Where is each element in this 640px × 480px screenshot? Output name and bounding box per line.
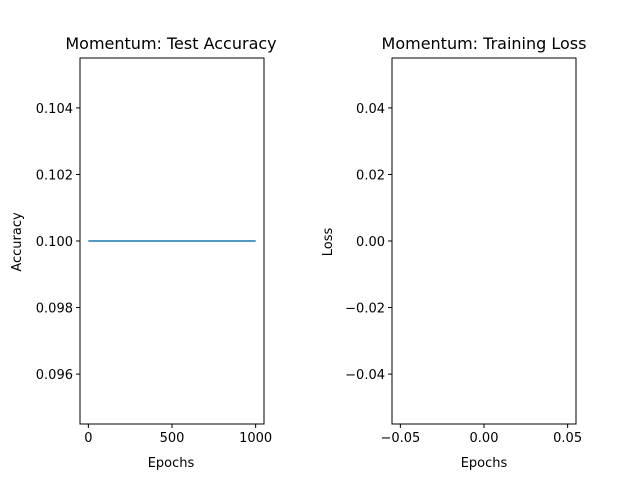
loss-y-tick-label: 0.00 <box>356 235 385 250</box>
loss-y-tick-label: 0.04 <box>356 102 385 117</box>
accuracy-y-tick-label: 0.096 <box>36 368 73 383</box>
accuracy-y-axis-label: Accuracy <box>10 212 25 272</box>
accuracy-y-tick-label: 0.102 <box>36 168 73 183</box>
loss-marks: −0.05 0.00 0.05 −0.04 −0.02 0.00 0.02 0.04 <box>345 102 582 446</box>
accuracy-x-axis-label: Epochs <box>148 456 195 471</box>
accuracy-y-tick-label: 0.104 <box>36 102 73 117</box>
accuracy-x-tick-label: 0 <box>84 431 92 446</box>
loss-y-tick-label: −0.02 <box>345 302 385 317</box>
loss-subplot: Momentum: Training Loss Epochs Loss −0.0… <box>321 34 586 471</box>
loss-chart-title: Momentum: Training Loss <box>382 34 587 53</box>
loss-x-tick-label: 0.00 <box>470 431 499 446</box>
accuracy-plot-frame <box>79 57 265 425</box>
loss-y-axis-label: Loss <box>321 228 336 257</box>
accuracy-marks: 0 500 1000 0.096 0.098 0.100 0.102 0.104 <box>36 102 272 446</box>
loss-x-tick-label: 0.05 <box>553 431 582 446</box>
accuracy-y-tick-label: 0.098 <box>36 302 73 317</box>
accuracy-y-tick-label: 0.100 <box>36 235 73 250</box>
accuracy-chart-title: Momentum: Test Accuracy <box>65 34 276 53</box>
loss-plot-frame <box>391 57 577 425</box>
loss-x-tick-label: −0.05 <box>380 431 420 446</box>
loss-y-tick-label: −0.04 <box>345 368 385 383</box>
loss-x-axis-label: Epochs <box>461 456 508 471</box>
loss-y-tick-label: 0.02 <box>356 168 385 183</box>
accuracy-x-tick-label: 1000 <box>239 431 272 446</box>
accuracy-x-tick-label: 500 <box>160 431 185 446</box>
accuracy-subplot: Momentum: Test Accuracy Epochs Accuracy … <box>10 34 277 471</box>
